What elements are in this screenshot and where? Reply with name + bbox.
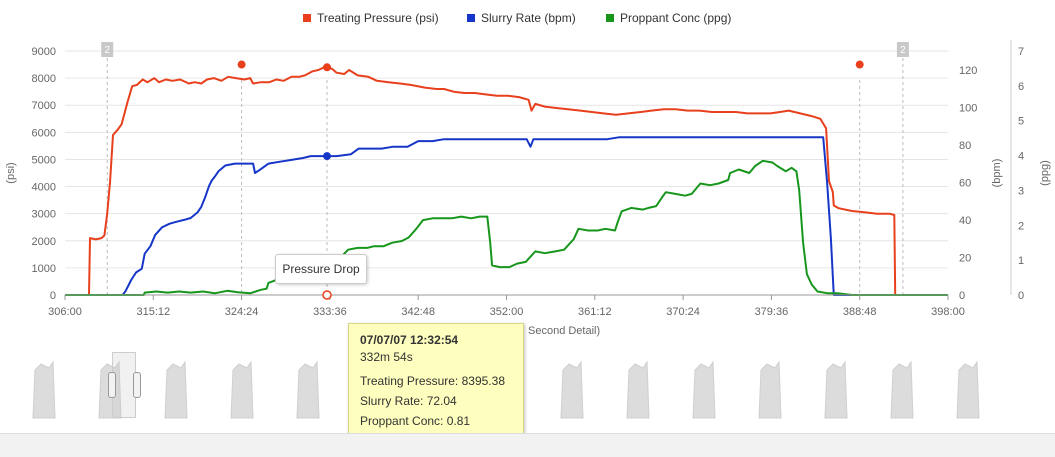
tooltip-label: Proppant Conc:	[360, 414, 444, 428]
navigator-series-peak	[296, 360, 320, 419]
point-marker[interactable]	[323, 63, 332, 72]
legend-swatch[interactable]	[467, 14, 475, 22]
series-lines	[65, 66, 948, 296]
axes: 0100020003000400050006000700080009000020…	[5, 40, 1051, 337]
navigator-series-peak	[890, 360, 914, 419]
grid-lines	[65, 50, 948, 296]
navigator-series-peak	[32, 360, 56, 419]
y-tick-label-ppg: 4	[1018, 151, 1024, 163]
y-tick-label-ppg: 5	[1018, 116, 1024, 128]
series-line[interactable]	[65, 66, 948, 296]
y-tick-label-ppg: 1	[1018, 255, 1024, 267]
navigator-series-peak	[230, 360, 254, 419]
y-tick-label-ppg: 7	[1018, 46, 1024, 58]
navigator-series-peak	[164, 360, 188, 419]
y-axis-title-bpm: (bpm)	[991, 159, 1003, 188]
x-axis-title: Second Detail)	[528, 325, 600, 337]
x-tick-label: 342:48	[401, 306, 435, 318]
x-tick-label: 315:12	[136, 306, 170, 318]
y-tick-label-psi: 0	[50, 290, 56, 302]
annotation-anchor[interactable]	[322, 290, 332, 300]
event-flag	[101, 42, 114, 57]
point-marker[interactable]	[855, 60, 864, 69]
event-flag-label: 2	[104, 45, 110, 56]
navigator-series-peak	[758, 360, 782, 419]
y-tick-label-psi: 7000	[32, 100, 56, 112]
y-tick-label-psi: 9000	[32, 46, 56, 58]
series-line[interactable]	[65, 136, 948, 296]
y-axis-title-ppg: (ppg)	[1039, 160, 1051, 186]
x-tick-label: 352:00	[490, 306, 524, 318]
navigator-left-handle[interactable]	[108, 372, 116, 398]
series-line[interactable]	[65, 159, 948, 296]
y-tick-label-psi: 8000	[32, 73, 56, 85]
tooltip-date: 07/07/07 12:32:54	[360, 333, 459, 347]
tooltip-value: 0.81	[446, 414, 471, 428]
navigator-series-peak	[626, 360, 650, 419]
navigator-right-handle[interactable]	[133, 372, 141, 398]
x-tick-label: 306:00	[48, 306, 82, 318]
navigator-series-peak	[692, 360, 716, 419]
y-tick-label-psi: 6000	[32, 127, 56, 139]
y-tick-label-psi: 2000	[32, 236, 56, 248]
legend-swatch[interactable]	[606, 14, 614, 22]
x-tick-label: 324:24	[225, 306, 259, 318]
y-tick-label-ppg: 0	[1018, 290, 1024, 302]
navigator-window[interactable]	[112, 352, 136, 418]
y-tick-label-bpm: 100	[959, 102, 977, 114]
data-tooltip: 07/07/07 12:32:54 332m 54s Treating Pres…	[348, 323, 524, 451]
y-tick-label-psi: 3000	[32, 209, 56, 221]
tooltip-label: Treating Pressure:	[360, 374, 459, 388]
navigator-series-peak	[956, 360, 980, 419]
markers	[237, 60, 864, 300]
y-tick-label-bpm: 0	[959, 290, 965, 302]
x-tick-label: 361:12	[578, 306, 612, 318]
navigator-area	[33, 352, 1023, 418]
tooltip-row-proppant: Proppant Conc: 0.81	[360, 414, 512, 428]
x-tick-label: 388:48	[843, 306, 877, 318]
tooltip-label: Slurry Rate:	[360, 394, 424, 408]
point-marker[interactable]	[237, 60, 246, 69]
y-tick-label-ppg: 2	[1018, 220, 1024, 232]
event-flag	[896, 42, 909, 57]
legend: Treating Pressure (psi) Slurry Rate (bpm)…	[303, 11, 731, 25]
navigator-series	[32, 352, 1023, 419]
y-tick-label-bpm: 80	[959, 140, 971, 152]
y-tick-label-psi: 4000	[32, 182, 56, 194]
legend-label: Treating Pressure (psi)	[317, 11, 439, 25]
x-tick-label: 379:36	[755, 306, 789, 318]
y-tick-label-ppg: 3	[1018, 185, 1024, 197]
y-tick-label-psi: 5000	[32, 154, 56, 166]
event-flag-label: 2	[900, 45, 906, 56]
tooltip-elapsed: 332m 54s	[360, 350, 413, 364]
y-tick-label-psi: 1000	[32, 263, 56, 275]
x-tick-label: 333:36	[313, 306, 347, 318]
tooltip-row-pressure: Treating Pressure: 8395.38	[360, 374, 512, 388]
x-tick-label: 370:24	[666, 306, 700, 318]
navigator-series-peak	[824, 360, 848, 419]
y-tick-label-ppg: 6	[1018, 81, 1024, 93]
y-tick-label-bpm: 40	[959, 215, 971, 227]
navigator-scrollbar[interactable]	[0, 433, 1055, 457]
y-tick-label-bpm: 20	[959, 252, 971, 264]
x-tick-label: 398:00	[931, 306, 965, 318]
annotation-text: Pressure Drop	[282, 262, 360, 276]
navigator-series-peak	[560, 360, 584, 419]
legend-label: Proppant Conc (ppg)	[620, 11, 731, 25]
legend-swatch[interactable]	[303, 14, 311, 22]
tooltip-value: 72.04	[426, 394, 457, 408]
legend-label: Slurry Rate (bpm)	[481, 11, 576, 25]
y-axis-title-psi: (psi)	[5, 162, 17, 183]
tooltip-value: 8395.38	[461, 374, 505, 388]
tooltip-row-slurry: Slurry Rate: 72.04	[360, 394, 512, 408]
y-tick-label-bpm: 120	[959, 65, 977, 77]
pressure-drop-annotation[interactable]: Pressure Drop	[275, 254, 367, 284]
y-tick-label-bpm: 60	[959, 177, 971, 189]
point-marker[interactable]	[323, 152, 332, 161]
